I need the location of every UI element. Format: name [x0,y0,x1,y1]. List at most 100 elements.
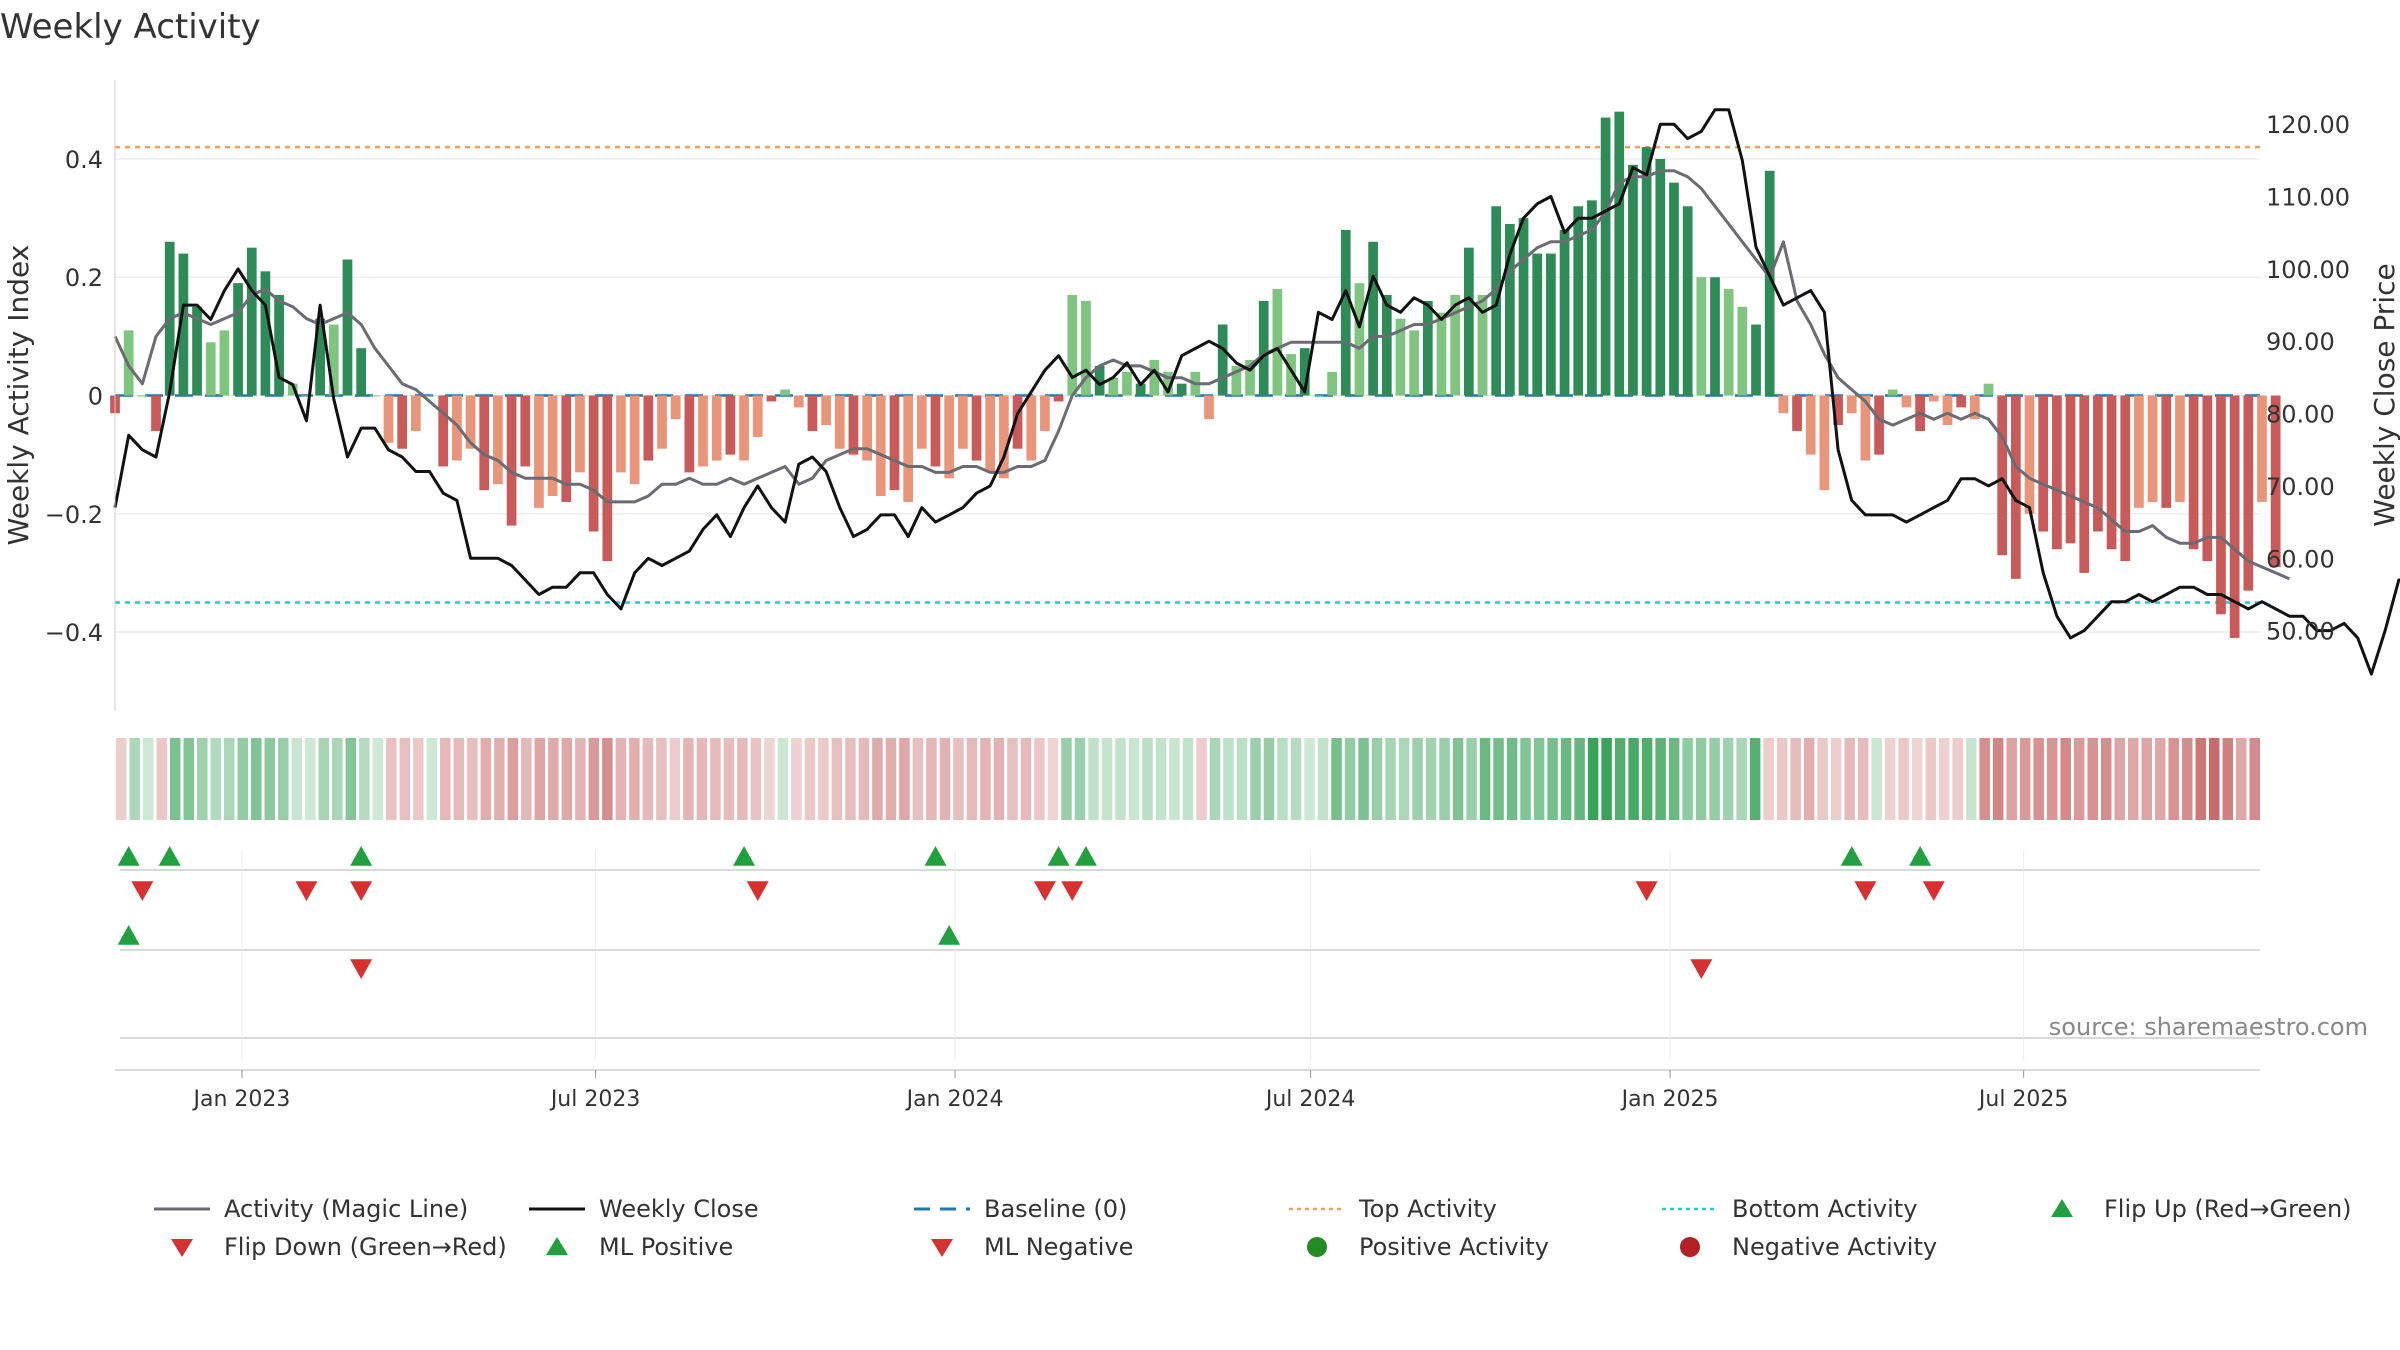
activity-bar [2270,395,2281,567]
y-tick-right: 120.00 [2266,111,2350,139]
activity-bar [889,395,900,491]
activity-bar [1696,277,1707,396]
activity-bar [424,395,435,397]
heat-cell [791,738,802,820]
heat-cell [2168,738,2179,820]
heat-cell [561,738,573,820]
activity-bar [1614,111,1625,396]
flip-up-marker [1909,846,1932,866]
heat-cell [2019,738,2031,820]
heat-cell [372,738,384,820]
heat-cell [588,738,600,820]
activity-bar [1532,253,1543,396]
legend-item: ML Positive [525,1233,733,1261]
heat-cell [507,738,519,820]
heat-cell [1803,738,1815,820]
activity-bar [383,395,394,443]
heat-cell [1628,738,1639,820]
activity-bar [1204,395,1214,420]
activity-bar [1997,395,2008,556]
heat-cell [1142,738,1153,820]
activity-bar [1505,224,1515,396]
heat-cell [1209,738,1221,820]
activity-bar [916,395,927,449]
heat-cell [1533,738,1545,820]
activity-bar [903,395,914,502]
activity-bar [725,395,736,455]
legend-label: Negative Activity [1732,1233,1938,1261]
activity-bar [369,395,380,397]
ml-positive-marker [117,925,140,945]
activity-bar [807,395,818,431]
heat-cell [845,738,856,820]
heat-cell [1358,738,1369,820]
heat-cell [1466,738,1477,820]
heat-cell [899,738,910,820]
activity-bar [1682,206,1693,396]
activity-bar [1546,253,1556,396]
heat-cell [710,738,721,820]
heat-cell [1614,738,1626,820]
flip-down-marker [1635,881,1658,901]
activity-bar [2052,395,2062,550]
activity-bar [2024,395,2035,514]
flip-up-marker [924,846,947,866]
heat-cell [1236,738,1248,820]
heat-cell [723,738,735,820]
activity-bar [643,395,654,461]
heat-cell [1452,738,1464,820]
activity-bar [793,395,804,408]
activity-bar [2147,395,2158,502]
heat-cell [1223,738,1234,820]
activity-bar [219,330,230,396]
y-tick-left: 0.4 [65,146,103,174]
activity-bar [1655,158,1666,396]
activity-bar [834,395,845,449]
heat-cell [1034,738,1045,820]
flip-up-marker [733,846,756,866]
activity-heat-strip [116,738,2260,820]
activity-bar [1860,395,1871,461]
heat-cell [1655,738,1666,820]
heat-cell [1479,738,1491,820]
activity-bar [1354,283,1365,396]
heat-cell [237,738,249,820]
heat-cell [615,738,627,820]
legend-item: ML Negative [910,1233,1133,1261]
activity-bar [1587,200,1597,396]
heat-cell [440,738,451,820]
x-tick-label: Jan 2024 [905,1087,1004,1112]
activity-bar [410,395,421,431]
activity-bar [274,294,284,396]
heat-cell [1101,738,1113,820]
activity-bar [465,395,476,449]
y-tick-right: 70.00 [2266,473,2335,501]
legend-item: Bottom Activity [1658,1195,1917,1223]
ml-negative-marker [350,959,373,979]
heat-cell [1182,738,1194,820]
activity-bar [1846,395,1857,414]
activity-bar [2161,395,2172,508]
heat-cell [575,738,586,820]
heat-cell [1047,738,1059,820]
legend-label: Baseline (0) [984,1195,1128,1223]
legend-swatch [1680,1237,1700,1257]
legend-label: ML Positive [599,1233,734,1261]
activity-bar [2106,395,2117,550]
ml-positive-marker [938,925,961,945]
heat-cell [1965,738,1977,820]
activity-bar [2202,395,2213,562]
heat-cell [1722,738,1734,820]
activity-bar [1409,330,1420,396]
y-tick-left: −0.2 [45,501,103,529]
heat-cell [980,738,991,820]
heat-cell [156,738,168,820]
ml-negative-marker [1690,959,1713,979]
heat-cell [858,738,870,820]
heat-cell [1304,738,1315,820]
legend-label: Bottom Activity [1732,1195,1918,1223]
activity-bar [493,395,503,485]
heat-cell [966,738,978,820]
activity-bar [2216,395,2226,615]
heat-cell [1020,738,1032,820]
